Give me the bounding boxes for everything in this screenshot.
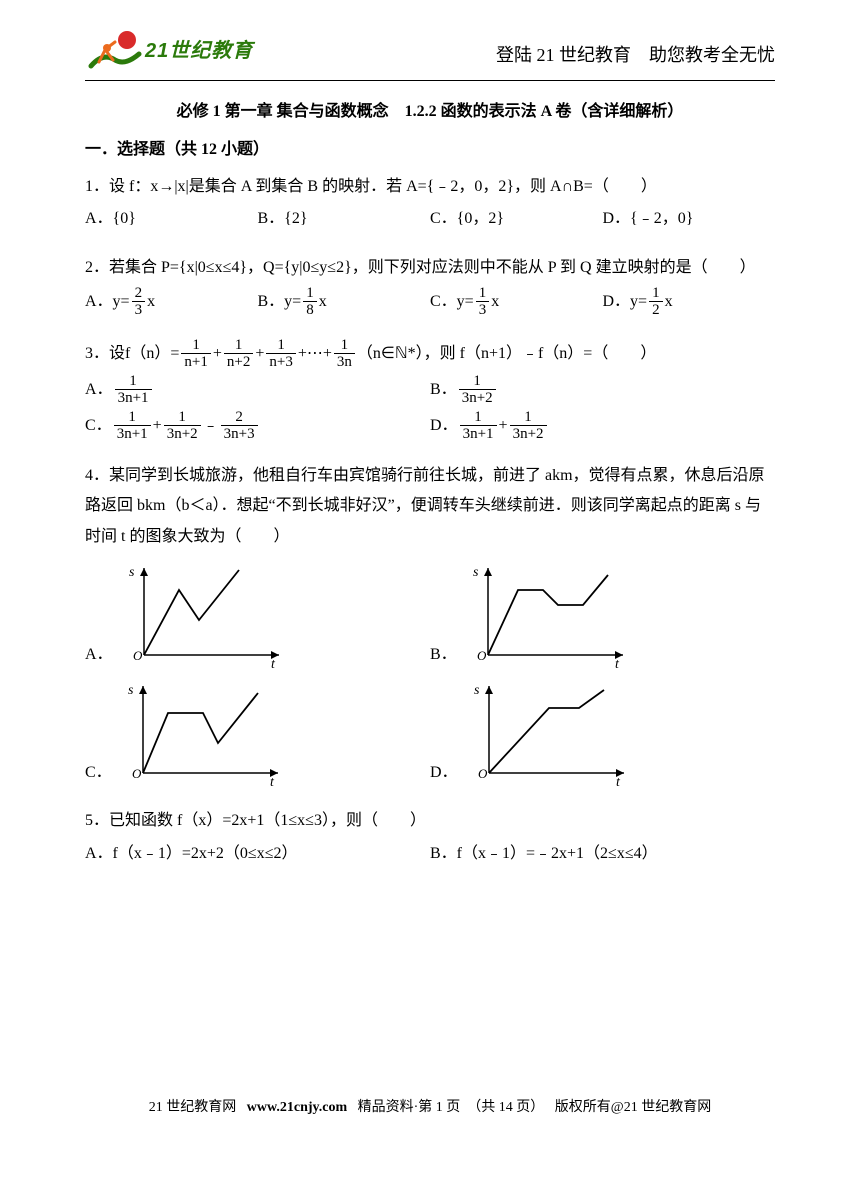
q2-option-a: A．y= 23 x (85, 285, 258, 319)
footer: 21 世纪教育网 www.21cnjy.com 精品资料·第 1 页 （共 14… (0, 1095, 860, 1122)
svg-text:O: O (132, 766, 142, 781)
svg-text:s: s (129, 565, 135, 580)
q2b-label: B．y= (258, 287, 302, 317)
logo-mark-icon (85, 30, 145, 72)
svg-text:s: s (474, 683, 480, 698)
footer-url: www.21cnjy.com (247, 1100, 347, 1115)
svg-text:t: t (270, 775, 275, 788)
question-5: 5．已知函数 f（x）=2x+1（1≤x≤3），则（ ） A．f（x﹣1）=2x… (85, 806, 775, 869)
svg-text:s: s (473, 565, 479, 580)
q1-option-d: D．{﹣2，0} (603, 204, 776, 234)
svg-text:t: t (616, 775, 621, 788)
q2-text: 2．若集合 P={x|0≤x≤4}，Q={y|0≤y≤2}，则下列对应法则中不能… (85, 253, 775, 283)
q1-option-b: B．{2} (258, 204, 431, 234)
q3-pre: 3．设f（n）= (85, 339, 179, 369)
fraction: 13 (476, 285, 490, 319)
header-rule (85, 80, 775, 81)
q2d-tail: x (665, 287, 673, 317)
q3-options-row1: A． 13n+1 B． 13n+2 (85, 373, 775, 407)
graph-b-icon: s t O (463, 560, 633, 670)
q4-row2: C． s t O D． (85, 678, 775, 788)
fraction: 1n+1 (181, 337, 210, 371)
q3-option-b: B． 13n+2 (430, 373, 775, 407)
question-4: 4．某同学到长城旅游，他租自行车由宾馆骑行前往长城，前进了 akm，觉得有点累，… (85, 461, 775, 788)
fraction: 1n+2 (224, 337, 253, 371)
q2-options: A．y= 23 x B．y= 18 x C．y= 13 x D．y= 12 x (85, 285, 775, 319)
fraction: 13n+1 (114, 409, 151, 443)
q3-options-row2: C． 13n+1 + 13n+2 ﹣ 23n+3 D． 13n+1 + 13n+… (85, 409, 775, 443)
q5-options: A．f（x﹣1）=2x+2（0≤x≤2） B．f（x﹣1）=﹣2x+1（2≤x≤… (85, 839, 775, 869)
q2a-tail: x (147, 287, 155, 317)
section-heading: 一．选择题（共 12 小题） (85, 135, 775, 165)
fraction: 13n+1 (460, 409, 497, 443)
logo-text: 21世纪教育 (145, 32, 253, 70)
q4-text: 4．某同学到长城旅游，他租自行车由宾馆骑行前往长城，前进了 akm，觉得有点累，… (85, 461, 775, 552)
svg-text:s: s (128, 683, 134, 698)
q1-option-c: C．{0，2} (430, 204, 603, 234)
footer-right: 版权所有@21 世纪教育网 (555, 1100, 711, 1115)
q4-option-d: D． s t O (430, 678, 775, 788)
fraction: 18 (303, 285, 317, 319)
q3-option-a: A． 13n+1 (85, 373, 430, 407)
q4-row1: A． s t O B． (85, 560, 775, 670)
q1-option-a: A．{0} (85, 204, 258, 234)
graph-d-icon: s t O (464, 678, 634, 788)
svg-text:O: O (477, 648, 487, 663)
page-title: 必修 1 第一章 集合与函数概念 1.2.2 函数的表示法 A 卷（含详细解析） (85, 97, 775, 127)
svg-text:t: t (615, 657, 620, 670)
q2-option-d: D．y= 12 x (603, 285, 776, 319)
q2a-label: A．y= (85, 287, 130, 317)
svg-text:O: O (478, 766, 488, 781)
footer-left: 21 世纪教育网 (149, 1100, 237, 1115)
header: 21世纪教育 登陆 21 世纪教育 助您教考全无忧 (85, 30, 775, 72)
fraction: 13n+2 (164, 409, 201, 443)
q4-option-a: A． s t O (85, 560, 430, 670)
q3-dots: +⋯+ (298, 339, 332, 369)
fraction: 23n+3 (221, 409, 258, 443)
svg-text:O: O (133, 648, 143, 663)
question-2: 2．若集合 P={x|0≤x≤4}，Q={y|0≤y≤2}，则下列对应法则中不能… (85, 253, 775, 319)
q2c-label: C．y= (430, 287, 474, 317)
q4-option-c: C． s t O (85, 678, 430, 788)
q3-option-d: D． 13n+1 + 13n+2 (430, 409, 775, 443)
logo: 21世纪教育 (85, 30, 253, 72)
q1-options: A．{0} B．{2} C．{0，2} D．{﹣2，0} (85, 204, 775, 234)
fraction: 13n+1 (115, 373, 152, 407)
q5-option-a: A．f（x﹣1）=2x+2（0≤x≤2） (85, 839, 430, 869)
q2b-tail: x (319, 287, 327, 317)
q5-text: 5．已知函数 f（x）=2x+1（1≤x≤3），则（ ） (85, 806, 775, 836)
q2d-label: D．y= (603, 287, 648, 317)
fraction: 23 (132, 285, 146, 319)
q3-option-c: C． 13n+1 + 13n+2 ﹣ 23n+3 (85, 409, 430, 443)
svg-text:t: t (271, 657, 276, 670)
q4-option-b: B． s t O (430, 560, 775, 670)
q2-option-c: C．y= 13 x (430, 285, 603, 319)
page: 21世纪教育 登陆 21 世纪教育 助您教考全无忧 必修 1 第一章 集合与函数… (0, 0, 860, 1140)
fraction: 13n+2 (459, 373, 496, 407)
fraction: 12 (649, 285, 663, 319)
fraction: 1n+3 (266, 337, 295, 371)
q5-option-b: B．f（x﹣1）=﹣2x+1（2≤x≤4） (430, 839, 775, 869)
footer-mid: 精品资料·第 1 页 （共 14 页） (358, 1100, 545, 1115)
q2-option-b: B．y= 18 x (258, 285, 431, 319)
question-1: 1．设 f：x→|x|是集合 A 到集合 B 的映射．若 A={﹣2，0，2}，… (85, 172, 775, 235)
q3-text: 3．设f（n）= 1n+1 + 1n+2 + 1n+3 +⋯+ 13n （n∈ℕ… (85, 337, 775, 371)
q2c-tail: x (491, 287, 499, 317)
q1-text: 1．设 f：x→|x|是集合 A 到集合 B 的映射．若 A={﹣2，0，2}，… (85, 172, 775, 202)
fraction: 13n+2 (510, 409, 547, 443)
fraction: 13n (334, 337, 355, 371)
graph-a-icon: s t O (119, 560, 289, 670)
header-right: 登陆 21 世纪教育 助您教考全无忧 (496, 38, 775, 72)
q3-post: （n∈ℕ*），则 f（n+1）﹣f（n）=（ ） (357, 339, 656, 369)
question-3: 3．设f（n）= 1n+1 + 1n+2 + 1n+3 +⋯+ 13n （n∈ℕ… (85, 337, 775, 443)
graph-c-icon: s t O (118, 678, 288, 788)
